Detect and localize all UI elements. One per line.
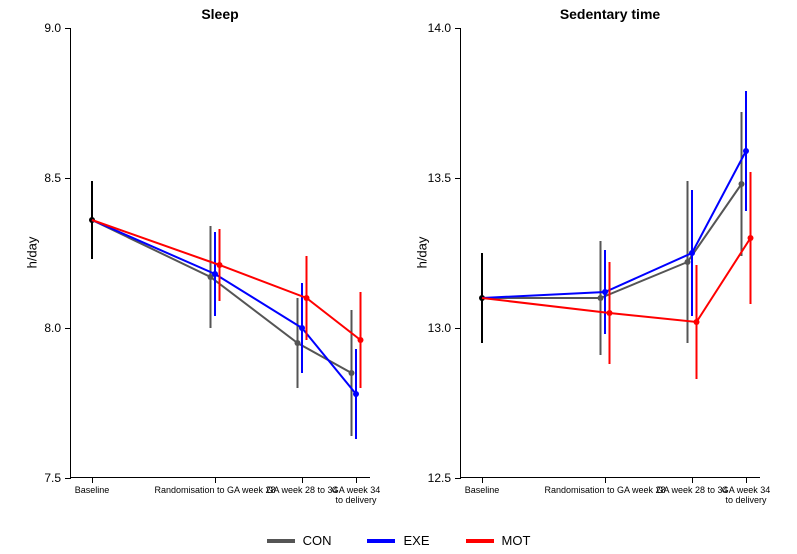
legend-swatch bbox=[267, 539, 295, 543]
series-point bbox=[739, 181, 745, 187]
y-tick-label: 13.5 bbox=[428, 171, 451, 185]
series-point bbox=[295, 340, 301, 346]
plot-svg bbox=[71, 28, 371, 478]
plot-area: 7.58.08.59.0BaselineRandomisation to GA … bbox=[70, 28, 370, 478]
series-point bbox=[748, 235, 754, 241]
series-point bbox=[217, 262, 223, 268]
series-point bbox=[304, 295, 310, 301]
legend-item-con: CON bbox=[267, 532, 332, 548]
series-point bbox=[607, 310, 613, 316]
series-point bbox=[299, 325, 305, 331]
panel-title: Sleep bbox=[70, 6, 370, 22]
legend-swatch bbox=[466, 539, 494, 543]
series-line-exe bbox=[92, 220, 356, 394]
series-line-con bbox=[482, 184, 742, 298]
x-tick-label: Randomisation to GA week 28 bbox=[154, 485, 275, 495]
series-point bbox=[349, 370, 355, 376]
panel-title: Sedentary time bbox=[460, 6, 760, 22]
x-tick-label: GA week 28 to 34 bbox=[656, 485, 727, 495]
y-tick bbox=[65, 478, 71, 479]
legend: CON EXE MOT bbox=[0, 532, 797, 548]
x-tick-label: Baseline bbox=[465, 485, 500, 495]
series-line-con bbox=[92, 220, 352, 373]
series-point bbox=[598, 295, 604, 301]
legend-item-mot: MOT bbox=[466, 532, 531, 548]
figure-container: Sleeph/day7.58.08.59.0BaselineRandomisat… bbox=[0, 0, 797, 554]
y-axis-label: h/day bbox=[24, 237, 39, 269]
y-tick-label: 14.0 bbox=[428, 21, 451, 35]
x-tick-label: GA week 28 to 34 bbox=[266, 485, 337, 495]
x-tick-label: GA week 34 to delivery bbox=[332, 485, 381, 506]
series-line-exe bbox=[482, 151, 746, 298]
y-tick-label: 12.5 bbox=[428, 471, 451, 485]
panel-sleep: Sleeph/day7.58.08.59.0BaselineRandomisat… bbox=[70, 28, 370, 478]
series-line-mot bbox=[482, 238, 751, 322]
y-tick bbox=[455, 478, 461, 479]
series-point bbox=[685, 259, 691, 265]
y-tick-label: 8.0 bbox=[44, 321, 61, 335]
legend-item-exe: EXE bbox=[367, 532, 429, 548]
panel-sedentary: Sedentary timeh/day12.513.013.514.0Basel… bbox=[460, 28, 760, 478]
y-tick-label: 7.5 bbox=[44, 471, 61, 485]
y-tick-label: 13.0 bbox=[428, 321, 451, 335]
x-tick-label: Baseline bbox=[75, 485, 110, 495]
y-tick-label: 8.5 bbox=[44, 171, 61, 185]
legend-label: MOT bbox=[502, 533, 531, 548]
legend-label: EXE bbox=[403, 533, 429, 548]
x-tick-label: GA week 34 to delivery bbox=[722, 485, 771, 506]
series-point bbox=[743, 148, 749, 154]
series-point bbox=[689, 250, 695, 256]
series-point bbox=[358, 337, 364, 343]
plot-svg bbox=[461, 28, 761, 478]
series-point bbox=[602, 289, 608, 295]
series-point bbox=[353, 391, 359, 397]
y-tick-label: 9.0 bbox=[44, 21, 61, 35]
legend-label: CON bbox=[303, 533, 332, 548]
y-axis-label: h/day bbox=[414, 237, 429, 269]
plot-area: 12.513.013.514.0BaselineRandomisation to… bbox=[460, 28, 760, 478]
legend-swatch bbox=[367, 539, 395, 543]
series-point bbox=[694, 319, 700, 325]
x-tick-label: Randomisation to GA week 28 bbox=[544, 485, 665, 495]
series-point bbox=[212, 271, 218, 277]
